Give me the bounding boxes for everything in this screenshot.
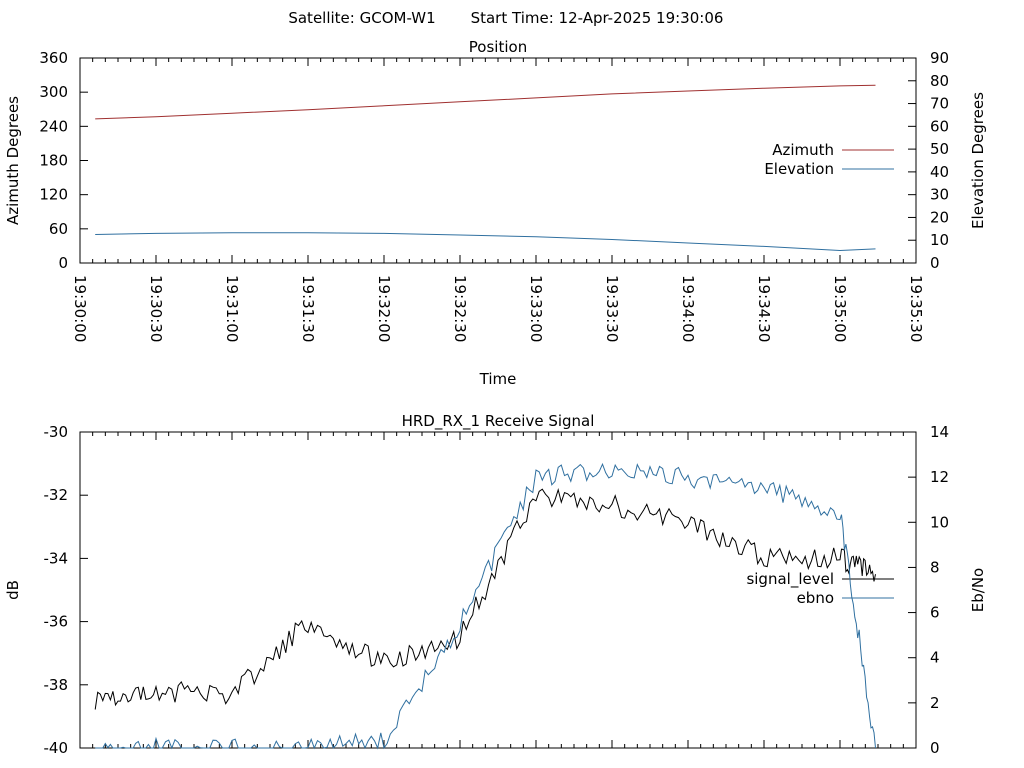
position-chart: Position 19:30:00 19:30:30 19:31:00 19:31:30… [4,38,987,388]
x-tick-label: 19:31:00 [223,275,241,342]
x-axis-label: Time [479,370,517,388]
x-tick-label: 19:35:00 [831,275,849,342]
x-tick-label: 19:33:30 [603,275,621,342]
y2-tick-label: 30 [930,186,949,204]
y-tick-label: 180 [39,152,68,170]
plot-frame [79,431,917,749]
legend-label-Azimuth: Azimuth [772,141,834,159]
x-tick-label: 19:31:30 [299,275,317,342]
y2-tick-label: 80 [930,72,949,90]
y2-tick-label: 12 [930,468,949,486]
x-tick-label: 19:30:00 [71,275,89,342]
chart-title: Position [469,38,527,56]
y2-tick-label: 10 [930,513,949,531]
x-tick-label: 19:30:30 [147,275,165,342]
y-axis-label: dB [4,580,22,600]
y-tick-label: 120 [39,186,68,204]
series-line-Azimuth [95,84,876,120]
y2-tick-label: 10 [930,231,949,249]
y2-tick-label: 6 [930,604,940,622]
y-tick-label: -30 [44,423,69,441]
y2-tick-label: 60 [930,117,949,135]
x-tick-label: 19:34:30 [755,275,773,342]
receive-signal-chart: HRD_RX_1 Receive Signal -40 -38 -36 -34 -32 -3… [4,412,987,757]
legend-label-Elevation: Elevation [764,160,834,178]
y2-tick-label: 8 [930,558,940,576]
y-tick-label: -38 [44,676,69,694]
start-time-label: Start Time: 12-Apr-2025 19:30:06 [471,9,724,27]
y2-tick-label: 4 [930,649,940,667]
y2-tick-label: 70 [930,95,949,113]
y2-tick-label: 40 [930,163,949,181]
y-tick-label: -32 [44,486,69,504]
y2-tick-label: 0 [930,254,940,272]
y-tick-label: 240 [39,117,68,135]
x-tick-label: 19:34:00 [679,275,697,342]
y-axis-label: Azimuth Degrees [4,96,22,225]
y-tick-label: 0 [58,254,68,272]
y2-tick-label: 50 [930,140,949,158]
chart-title: HRD_RX_1 Receive Signal [402,412,595,431]
y-tick-label: 60 [49,220,68,238]
y2-tick-label: 20 [930,208,949,226]
series-line-Elevation [95,232,876,252]
series-line-signal_level [94,487,876,710]
series-line-ebno [95,462,876,750]
y-tick-label: -40 [44,739,69,757]
y2-tick-label: 0 [930,739,940,757]
y-tick-label: 300 [39,83,68,101]
y-tick-label: 360 [39,49,68,67]
legend-label-ebno: ebno [797,589,834,607]
x-tick-label: 19:32:00 [375,275,393,342]
y2-axis-label: Elevation Degrees [969,92,987,229]
y2-tick-label: 2 [930,694,940,712]
y2-tick-label: 90 [930,49,949,67]
satellite-label: Satellite: GCOM-W1 [288,9,435,27]
legend-label-signal_level: signal_level [746,570,834,589]
y-tick-label: -36 [44,613,69,631]
x-tick-label: 19:33:00 [527,275,545,342]
y2-tick-label: 14 [930,423,949,441]
x-tick-label: 19:35:30 [907,275,925,342]
y-tick-label: -34 [44,549,69,567]
x-tick-label: 19:32:30 [451,275,469,342]
y2-axis-label: Eb/No [969,568,987,612]
